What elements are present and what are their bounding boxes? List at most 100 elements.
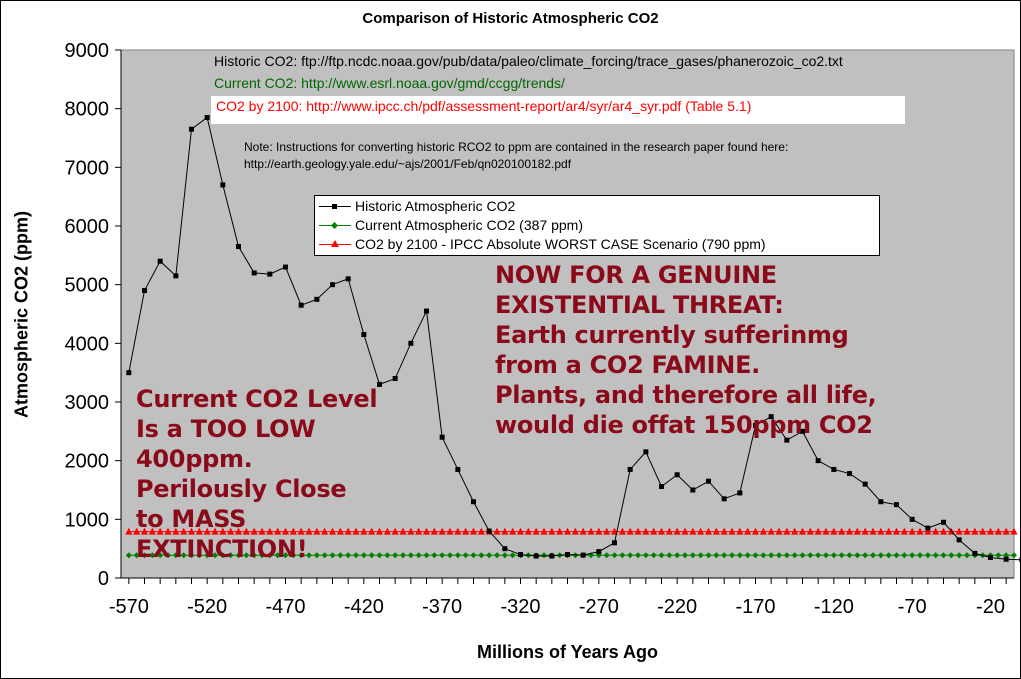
- point-current: [791, 552, 798, 559]
- x-tick-label: -370: [422, 596, 462, 618]
- point-ipcc: [282, 527, 289, 535]
- point-current: [235, 552, 242, 559]
- point-ipcc: [148, 527, 156, 535]
- y-tick-label: 4000: [65, 333, 110, 355]
- legend: Historic Atmospheric CO2 Current Atmosph…: [314, 195, 880, 256]
- point-current: [830, 552, 837, 559]
- point-current: [478, 552, 485, 559]
- point-historic: [330, 282, 335, 288]
- point-current: [227, 552, 234, 559]
- point-historic: [753, 422, 758, 428]
- point-ipcc: [336, 527, 344, 535]
- point-ipcc: [368, 527, 376, 535]
- point-ipcc: [893, 527, 900, 535]
- point-current: [360, 552, 367, 559]
- y-tick-label: 6000: [65, 216, 110, 238]
- y-tick-label: 8000: [65, 99, 110, 121]
- point-current: [368, 552, 375, 559]
- point-ipcc: [665, 527, 673, 535]
- source-ipcc: CO2 by 2100: http://www.ipcc.ch/pdf/asse…: [211, 96, 905, 124]
- legend-triangle-marker-icon: [331, 240, 339, 247]
- x-tick-label: -270: [579, 596, 619, 618]
- point-current: [329, 552, 336, 559]
- point-ipcc: [454, 527, 462, 535]
- point-ipcc: [932, 527, 940, 535]
- point-ipcc: [587, 527, 595, 535]
- point-current: [180, 552, 187, 559]
- point-current: [141, 552, 148, 559]
- point-current: [846, 552, 853, 559]
- point-current: [932, 552, 939, 559]
- point-current: [760, 552, 767, 559]
- point-ipcc: [438, 527, 446, 535]
- point-ipcc: [767, 527, 775, 535]
- source-historic: Historic CO2: ftp://ftp.ncdc.noaa.gov/pu…: [214, 53, 843, 69]
- point-ipcc: [853, 527, 861, 535]
- annotation-current-level: Current CO2 Level Is a TOO LOW 400ppm. P…: [136, 385, 378, 563]
- point-historic: [236, 244, 241, 250]
- point-current: [353, 552, 359, 559]
- point-historic: [314, 296, 320, 302]
- point-current: [298, 552, 305, 559]
- point-current: [635, 552, 641, 559]
- point-ipcc: [266, 527, 274, 535]
- point-historic: [878, 499, 884, 505]
- point-current: [172, 552, 179, 559]
- point-ipcc: [297, 527, 305, 535]
- point-historic: [220, 182, 226, 188]
- point-historic: [424, 308, 429, 314]
- y-tick-label: 7000: [65, 157, 110, 179]
- point-ipcc: [258, 527, 266, 535]
- point-historic: [1003, 556, 1009, 562]
- point-ipcc: [493, 527, 501, 535]
- point-current: [494, 552, 500, 559]
- point-historic: [142, 288, 147, 294]
- point-current: [313, 552, 320, 559]
- point-ipcc: [987, 527, 994, 535]
- point-historic: [690, 487, 696, 493]
- point-ipcc: [344, 527, 352, 535]
- legend-diamond-marker-icon: [330, 221, 339, 230]
- point-current: [885, 552, 892, 559]
- point-historic: [533, 553, 539, 559]
- point-current: [807, 552, 814, 559]
- point-historic: [549, 553, 555, 559]
- point-ipcc: [430, 527, 438, 535]
- point-ipcc: [1010, 527, 1018, 535]
- chart-title: Comparison of Historic Atmospheric CO2: [362, 10, 659, 27]
- point-current: [282, 552, 289, 559]
- point-historic: [941, 519, 946, 525]
- point-ipcc: [477, 527, 485, 535]
- point-current: [823, 552, 829, 559]
- point-current: [345, 552, 352, 559]
- point-historic: [455, 466, 461, 472]
- point-current: [658, 552, 665, 559]
- point-historic: [643, 449, 649, 455]
- point-ipcc: [180, 527, 188, 535]
- point-historic: [784, 437, 790, 443]
- point-ipcc: [188, 527, 195, 535]
- point-current: [392, 552, 399, 559]
- point-current: [1011, 552, 1017, 559]
- point-historic: [392, 376, 398, 382]
- x-tick-label: -120: [814, 596, 854, 618]
- point-ipcc: [423, 527, 430, 535]
- point-historic: [909, 516, 915, 522]
- y-tick-label: 5000: [65, 275, 110, 297]
- point-ipcc: [133, 527, 141, 535]
- point-current: [439, 552, 446, 559]
- note-line-1: Note: Instructions for converting histor…: [244, 140, 789, 154]
- point-ipcc: [924, 527, 932, 535]
- point-historic: [518, 552, 523, 558]
- annotation-famine: NOW FOR A GENUINE EXISTENTIAL THREAT: Ea…: [495, 261, 877, 439]
- point-historic: [862, 481, 868, 487]
- point-historic: [815, 458, 821, 464]
- plot-area: [120, 49, 1015, 579]
- point-historic: [925, 525, 931, 531]
- y-tick-label: 3000: [65, 392, 110, 414]
- point-current: [541, 552, 547, 559]
- point-ipcc: [501, 527, 509, 535]
- point-ipcc: [658, 527, 665, 535]
- point-current: [689, 552, 696, 559]
- point-ipcc: [979, 527, 987, 535]
